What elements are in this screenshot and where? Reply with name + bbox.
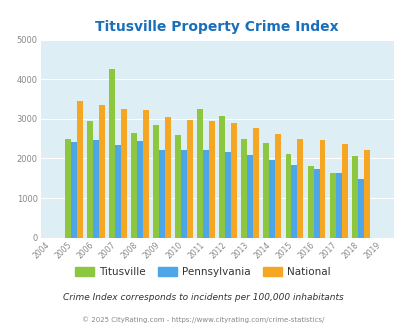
Bar [297, 139, 303, 238]
Bar [357, 179, 363, 238]
Bar [70, 142, 77, 238]
Text: Crime Index corresponds to incidents per 100,000 inhabitants: Crime Index corresponds to incidents per… [62, 292, 343, 302]
Bar [241, 139, 247, 238]
Bar [187, 120, 192, 238]
Bar [341, 144, 347, 238]
Bar [202, 150, 209, 238]
Bar [291, 165, 297, 238]
Bar [231, 123, 237, 238]
Bar [121, 109, 126, 238]
Bar [131, 133, 136, 238]
Bar [197, 109, 202, 238]
Bar [363, 150, 369, 238]
Bar [209, 121, 215, 238]
Text: © 2025 CityRating.com - https://www.cityrating.com/crime-statistics/: © 2025 CityRating.com - https://www.city… [82, 317, 323, 323]
Bar [98, 105, 104, 238]
Bar [285, 154, 291, 238]
Legend: Titusville, Pennsylvania, National: Titusville, Pennsylvania, National [71, 263, 334, 281]
Bar [275, 134, 281, 238]
Bar [164, 117, 171, 238]
Bar [351, 156, 357, 238]
Bar [77, 101, 83, 238]
Bar [225, 152, 231, 238]
Bar [313, 170, 319, 238]
Bar [247, 155, 253, 238]
Bar [65, 139, 70, 238]
Bar [159, 150, 164, 238]
Bar [153, 125, 159, 238]
Bar [219, 116, 225, 238]
Bar [253, 128, 259, 238]
Title: Titusville Property Crime Index: Titusville Property Crime Index [95, 20, 338, 34]
Bar [269, 160, 275, 238]
Bar [263, 143, 269, 238]
Bar [115, 145, 121, 238]
Bar [136, 141, 143, 238]
Bar [335, 174, 341, 238]
Bar [109, 69, 115, 238]
Bar [87, 121, 93, 238]
Bar [175, 135, 181, 238]
Bar [307, 166, 313, 238]
Bar [143, 110, 149, 238]
Bar [329, 174, 335, 238]
Bar [93, 140, 98, 238]
Bar [181, 150, 187, 238]
Bar [319, 140, 325, 238]
